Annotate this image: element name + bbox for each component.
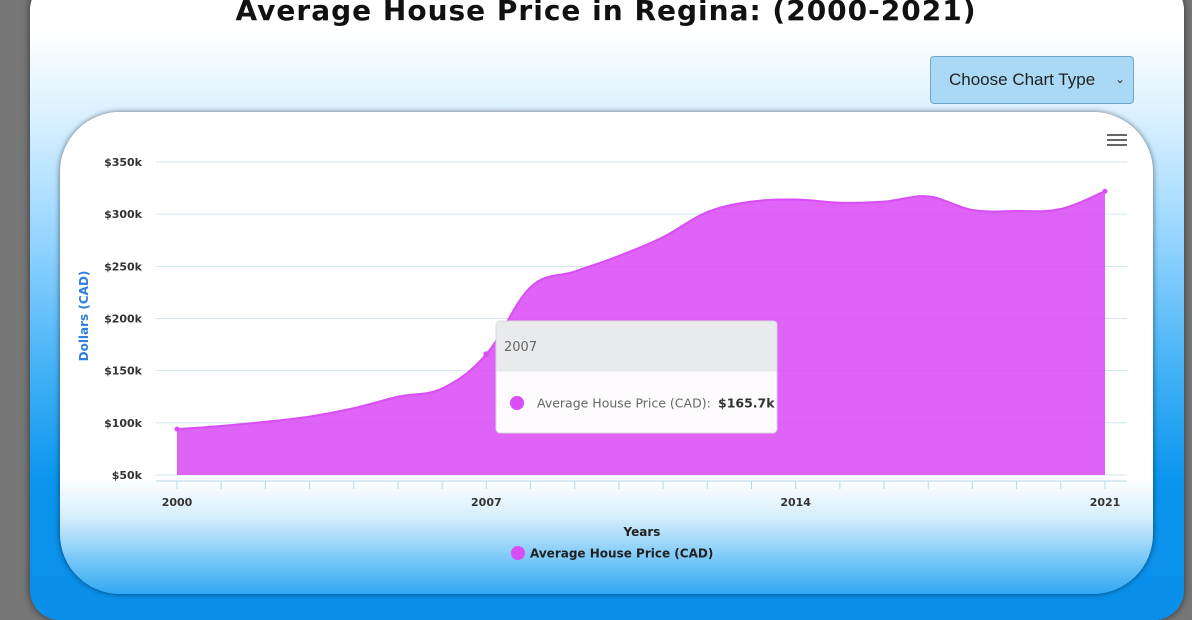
legend-marker xyxy=(511,546,525,560)
tooltip-marker xyxy=(510,396,524,410)
tooltip: 2007 Average House Price (CAD): $165.7k xyxy=(495,320,778,434)
y-tick-label: $250k xyxy=(104,260,143,273)
x-tick-label: 2021 xyxy=(1090,496,1121,509)
hover-point-marker xyxy=(483,351,490,358)
chart-card: $50k $100k $150k $200k $250k $300k $350k 2000 2… xyxy=(60,112,1153,594)
y-tick-label: $100k xyxy=(104,417,143,430)
hamburger-menu-icon[interactable] xyxy=(1107,134,1127,150)
x-tick-label: 2014 xyxy=(780,496,811,509)
tooltip-header: 2007 xyxy=(504,340,537,355)
start-point-marker xyxy=(174,426,180,432)
y-tick-label: $300k xyxy=(104,208,143,221)
y-tick-label: $200k xyxy=(104,313,143,326)
x-tick-label: 2000 xyxy=(162,496,193,509)
y-axis-title: Dollars (CAD) xyxy=(77,271,91,362)
legend-label: Average House Price (CAD) xyxy=(530,547,713,561)
chart-type-select[interactable]: Choose Chart Type ⌄ xyxy=(930,56,1134,104)
tooltip-series-label: Average House Price (CAD): xyxy=(537,396,711,411)
x-axis-title: Years xyxy=(623,525,661,539)
x-tick-label: 2007 xyxy=(471,496,502,509)
y-tick-label: $150k xyxy=(104,365,143,378)
page-title: Average House Price in Regina: (2000-202… xyxy=(235,0,977,27)
y-tick-label: $50k xyxy=(112,469,143,482)
legend[interactable]: Average House Price (CAD) xyxy=(511,546,713,561)
chart-type-select-value: Choose Chart Type xyxy=(949,70,1096,89)
end-point-marker xyxy=(1102,188,1108,194)
chevron-down-icon: ⌄ xyxy=(1114,72,1125,86)
area-series-line xyxy=(176,190,1106,431)
tooltip-value: $165.7k xyxy=(718,396,775,411)
y-tick-label: $350k xyxy=(104,156,143,169)
area-chart: $50k $100k $150k $200k $250k $300k $350k 2000 2… xyxy=(77,156,1127,561)
